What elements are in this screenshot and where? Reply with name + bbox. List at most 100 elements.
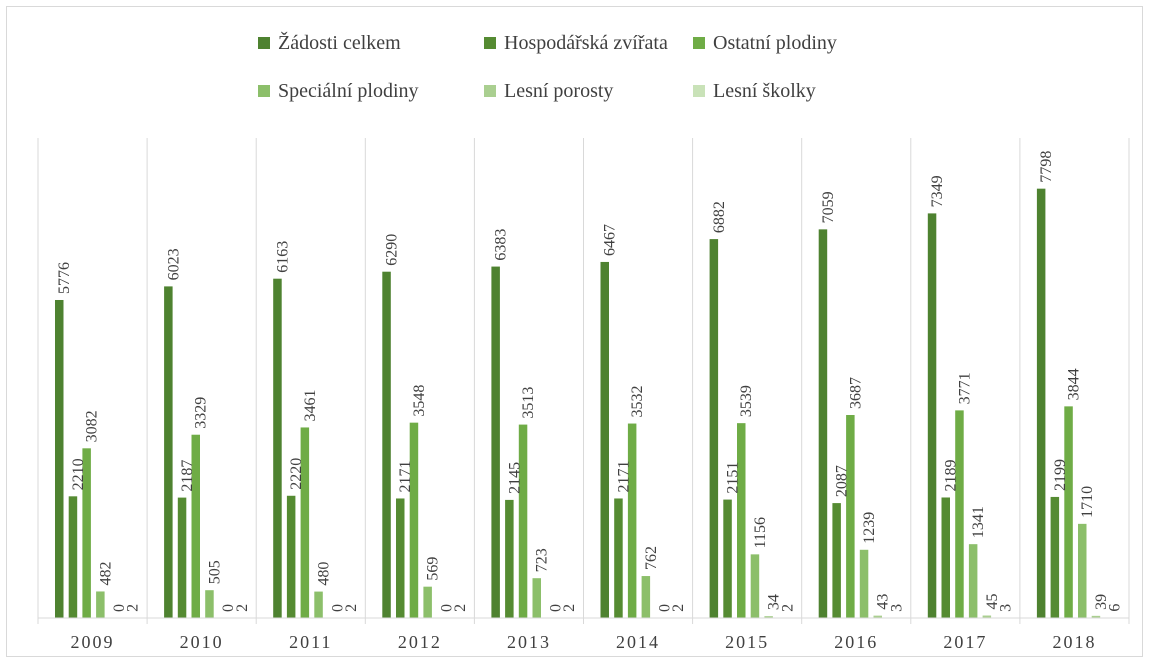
legend-label: Žádosti celkem bbox=[278, 31, 401, 54]
bar bbox=[518, 424, 528, 618]
data-label: 6 bbox=[1107, 604, 1124, 612]
data-label: 6467 bbox=[602, 224, 619, 256]
bar bbox=[55, 299, 64, 618]
bar bbox=[627, 423, 637, 618]
data-label: 1341 bbox=[970, 506, 987, 538]
data-label: 0 bbox=[657, 604, 674, 612]
legend: Žádosti celkem Hospodářská zvířata Ostatní… bbox=[258, 31, 837, 102]
data-label: 7798 bbox=[1038, 151, 1055, 183]
data-label: 2151 bbox=[725, 462, 742, 494]
x-tick-label: 2014 bbox=[616, 632, 660, 652]
data-label: 2210 bbox=[70, 458, 87, 490]
x-tick-label: 2012 bbox=[398, 632, 442, 652]
data-label: 6383 bbox=[493, 229, 510, 261]
data-label: 2 bbox=[561, 604, 578, 612]
bar bbox=[1036, 188, 1046, 618]
bar bbox=[286, 495, 296, 618]
bar bbox=[532, 578, 541, 618]
x-axis: 2009 2010 2011 2012 2013 2014 2015 2016 2017 2018 bbox=[38, 617, 1129, 652]
bar bbox=[737, 423, 746, 618]
x-tick-label: 2011 bbox=[289, 632, 332, 652]
data-label: 6290 bbox=[384, 234, 401, 266]
bar bbox=[491, 266, 500, 618]
bar bbox=[300, 427, 310, 618]
data-label: 2 bbox=[779, 604, 796, 612]
bar bbox=[423, 586, 432, 618]
data-label: 3461 bbox=[302, 389, 319, 421]
data-label: 3539 bbox=[738, 385, 755, 417]
bar bbox=[846, 415, 855, 618]
legend-label: Hospodářská zvířata bbox=[504, 32, 668, 54]
bar bbox=[832, 503, 841, 618]
x-tick-label: 2017 bbox=[943, 632, 987, 652]
data-label: 3329 bbox=[193, 397, 210, 429]
data-label: 2187 bbox=[179, 460, 196, 492]
data-label: 2 bbox=[125, 604, 142, 612]
bar bbox=[1064, 406, 1073, 618]
data-label: 482 bbox=[97, 561, 114, 585]
x-tick-label: 2010 bbox=[180, 632, 224, 652]
data-label: 0 bbox=[438, 604, 455, 612]
data-label: 39 bbox=[1093, 594, 1110, 610]
data-label: 2 bbox=[234, 604, 251, 612]
data-label: 2171 bbox=[397, 460, 414, 492]
data-label: 1710 bbox=[1079, 486, 1096, 518]
bar bbox=[82, 448, 91, 618]
bar bbox=[764, 616, 773, 618]
bar bbox=[96, 591, 105, 618]
data-label: 5776 bbox=[56, 262, 73, 294]
bar bbox=[818, 229, 828, 618]
bar bbox=[205, 590, 214, 618]
data-label: 7059 bbox=[820, 191, 837, 223]
bar bbox=[941, 497, 950, 618]
data-label: 45 bbox=[984, 594, 1001, 610]
bar bbox=[709, 239, 719, 618]
bar bbox=[273, 278, 282, 618]
bar bbox=[314, 591, 323, 618]
legend-label: Lesní školky bbox=[713, 80, 816, 102]
bar bbox=[955, 410, 964, 618]
data-label: 723 bbox=[534, 548, 551, 572]
bar bbox=[68, 496, 78, 618]
data-label: 505 bbox=[206, 560, 223, 584]
data-label: 6163 bbox=[274, 241, 291, 273]
x-tick-label: 2016 bbox=[834, 632, 878, 652]
data-label: 3548 bbox=[411, 385, 428, 417]
data-label: 2145 bbox=[506, 462, 523, 494]
data-labels: 5776221030824820260232187332950502616322… bbox=[56, 151, 1123, 612]
data-label: 3771 bbox=[956, 372, 973, 404]
legend-label: Ostatní plodiny bbox=[713, 32, 837, 54]
bar bbox=[873, 615, 882, 618]
data-label: 2087 bbox=[834, 465, 851, 497]
bar bbox=[164, 286, 173, 618]
bar bbox=[1091, 615, 1101, 618]
bar bbox=[968, 544, 978, 618]
data-label: 569 bbox=[425, 557, 442, 581]
data-label: 3 bbox=[998, 604, 1015, 612]
data-label: 0 bbox=[220, 604, 237, 612]
data-label: 762 bbox=[643, 546, 660, 570]
data-label: 480 bbox=[316, 562, 333, 586]
legend-swatch bbox=[258, 37, 270, 49]
data-label: 2199 bbox=[1052, 459, 1069, 491]
legend-swatch bbox=[484, 85, 496, 97]
legend-swatch bbox=[693, 85, 705, 97]
x-tick-label: 2018 bbox=[1052, 632, 1096, 652]
chart-frame bbox=[6, 6, 1143, 657]
data-label: 1239 bbox=[861, 512, 878, 544]
legend-label: Speciální plodiny bbox=[278, 80, 419, 102]
data-label: 3844 bbox=[1066, 368, 1083, 400]
legend-swatch bbox=[693, 37, 705, 49]
data-label: 43 bbox=[875, 594, 892, 610]
bar bbox=[723, 499, 732, 618]
bar bbox=[600, 261, 609, 618]
bar bbox=[505, 499, 514, 618]
data-label: 6882 bbox=[711, 201, 728, 233]
legend-swatch bbox=[484, 37, 496, 49]
data-label: 2 bbox=[670, 604, 687, 612]
legend-swatch bbox=[258, 85, 270, 97]
bar bbox=[927, 213, 937, 618]
data-label: 3532 bbox=[629, 386, 646, 418]
data-label: 2171 bbox=[615, 460, 632, 492]
